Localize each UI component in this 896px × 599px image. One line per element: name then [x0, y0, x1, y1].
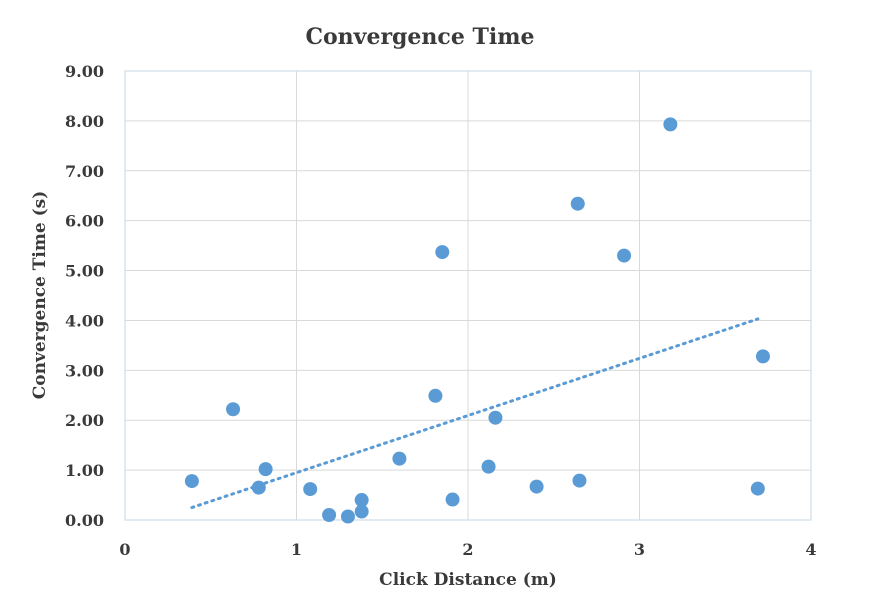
data-points: [184, 117, 770, 524]
data-point: [572, 473, 587, 488]
y-tick-label: 7.00: [65, 162, 104, 181]
y-tick-label: 9.00: [65, 62, 104, 81]
y-axis-ticks: 0.00 1.00 2.00 3.00 4.00 5.00 6.00 7.00 8.00 9.00: [65, 62, 104, 530]
data-point: [428, 388, 443, 403]
data-point: [445, 492, 460, 507]
y-tick-label: 6.00: [65, 212, 104, 231]
data-point: [251, 480, 266, 495]
chart-title: Convergence Time: [306, 24, 535, 50]
grid: [124, 70, 812, 521]
x-tick-label: 0: [119, 540, 130, 559]
x-axis-ticks: 0 1 2 3 4: [119, 540, 816, 559]
data-point: [617, 248, 632, 263]
data-point: [570, 196, 585, 211]
y-axis-label: Convergence Time (s): [30, 191, 50, 400]
x-tick-label: 1: [291, 540, 302, 559]
data-point: [435, 245, 450, 260]
data-point: [488, 410, 503, 425]
y-tick-label: 0.00: [65, 511, 104, 530]
data-point: [322, 508, 337, 523]
data-point: [340, 509, 355, 524]
data-point: [755, 349, 770, 364]
y-tick-label: 2.00: [65, 411, 104, 430]
data-point: [258, 462, 273, 477]
x-axis-label: Click Distance (m): [379, 570, 557, 590]
trendline-group: [190, 317, 760, 510]
data-point: [529, 479, 544, 494]
x-tick-label: 2: [462, 540, 473, 559]
data-point: [184, 474, 199, 489]
y-tick-label: 5.00: [65, 262, 104, 281]
trendline: [190, 317, 760, 510]
y-tick-label: 8.00: [65, 112, 104, 131]
data-point: [750, 481, 765, 496]
x-tick-label: 4: [805, 540, 816, 559]
y-tick-label: 4.00: [65, 311, 104, 330]
y-tick-label: 1.00: [65, 461, 104, 480]
data-point: [663, 117, 678, 132]
x-tick-label: 3: [634, 540, 645, 559]
plot-area: [124, 70, 812, 521]
data-point: [481, 459, 496, 474]
data-point: [392, 451, 407, 466]
data-point: [354, 493, 369, 508]
data-point: [226, 402, 241, 417]
data-point: [354, 504, 369, 519]
data-point: [303, 482, 318, 497]
y-tick-label: 3.00: [65, 361, 104, 380]
